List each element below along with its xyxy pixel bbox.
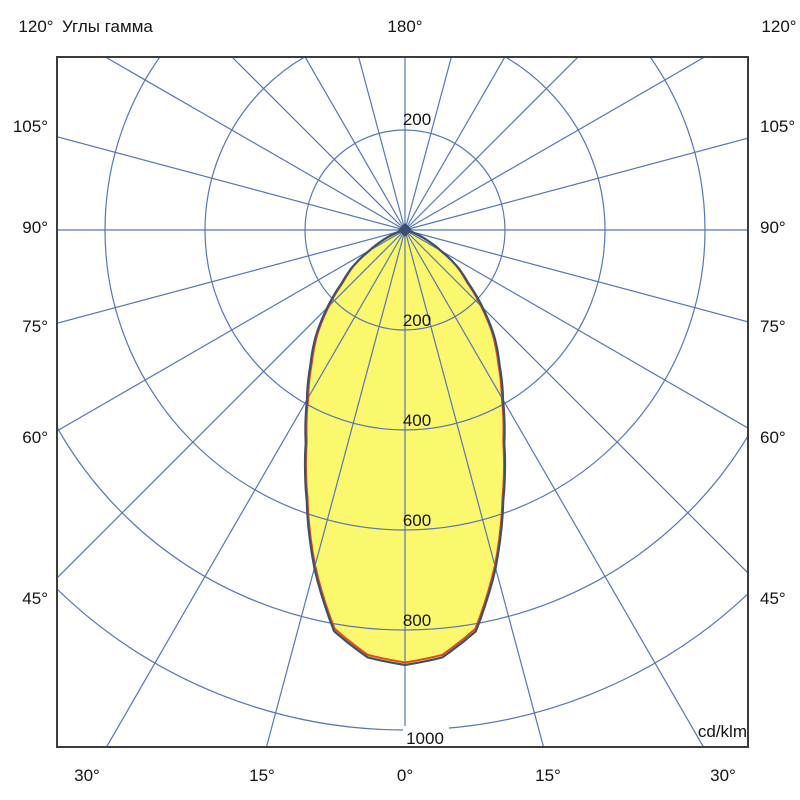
grid-radial-285 xyxy=(57,229,406,324)
gamma-angle-label-right-60: 60° xyxy=(760,428,786,447)
gamma-angle-label-right-75: 75° xyxy=(760,317,786,336)
gamma-angle-label-bottom-15r: 15° xyxy=(535,766,561,785)
grid-radial-315 xyxy=(57,229,406,579)
ring-value-label-800: 800 xyxy=(403,611,431,630)
gamma-angle-label-top-left: 120° xyxy=(18,17,54,36)
chart-border xyxy=(56,56,749,748)
center-marker xyxy=(398,223,412,237)
grid-radial-255 xyxy=(57,136,406,231)
ring-value-label-600: 600 xyxy=(403,511,431,530)
grid-radial-75 xyxy=(404,229,748,323)
grid-radial-225 xyxy=(231,57,406,231)
gamma-angle-label-bottom-15l: 15° xyxy=(249,766,275,785)
grid-radial-210 xyxy=(304,57,406,231)
gamma-angle-label-left-60: 60° xyxy=(22,428,48,447)
gamma-angle-label-right-105: 105° xyxy=(760,117,796,136)
grid-radial-300 xyxy=(57,229,406,432)
grid-radial-135 xyxy=(404,57,579,231)
gamma-angle-label-right-90: 90° xyxy=(760,218,786,237)
gamma-angle-label-top-right: 120° xyxy=(761,17,797,36)
gamma-angle-label-bottom-30l: 30° xyxy=(74,766,100,785)
grid-radial-195 xyxy=(358,57,406,231)
ring-value-label-400: 400 xyxy=(403,411,431,430)
ring-value-label-1000: 1000 xyxy=(406,729,444,748)
grid-radial-165 xyxy=(404,57,452,231)
grid-radial-345 xyxy=(265,229,406,747)
grid-radial-105 xyxy=(404,137,748,231)
grid-radial-150 xyxy=(404,57,506,231)
ring-value-label-200: 200 xyxy=(403,311,431,330)
gamma-angle-label-bottom-30r: 30° xyxy=(710,766,736,785)
gamma-angle-label-right-45: 45° xyxy=(760,589,786,608)
beam-curve-blue xyxy=(303,228,507,667)
ring-value-label-top-200: 200 xyxy=(403,110,431,129)
unit-label: cd/klm xyxy=(697,722,747,741)
grid-radial-60 xyxy=(404,229,748,429)
gamma-angle-label-left-105: 105° xyxy=(12,117,48,136)
gamma-angle-label-bottom-0: 0° xyxy=(396,766,414,785)
grid-radial-45 xyxy=(404,229,748,574)
grid-radial-15 xyxy=(404,229,545,747)
grid-radial-30 xyxy=(404,229,705,747)
gamma-angle-label-left-75: 75° xyxy=(22,317,48,336)
grid-radial-240 xyxy=(104,57,406,231)
gamma-angle-label-left-45: 45° xyxy=(22,589,48,608)
grid-radial-120 xyxy=(404,57,706,231)
gamma-angle-label-left-90: 90° xyxy=(22,218,48,237)
grid-radial-330 xyxy=(105,229,406,747)
ring-label-backing xyxy=(403,726,449,746)
chart-title: Углы гамма xyxy=(62,17,153,36)
gamma-angle-label-top-center: 180° xyxy=(387,17,423,36)
